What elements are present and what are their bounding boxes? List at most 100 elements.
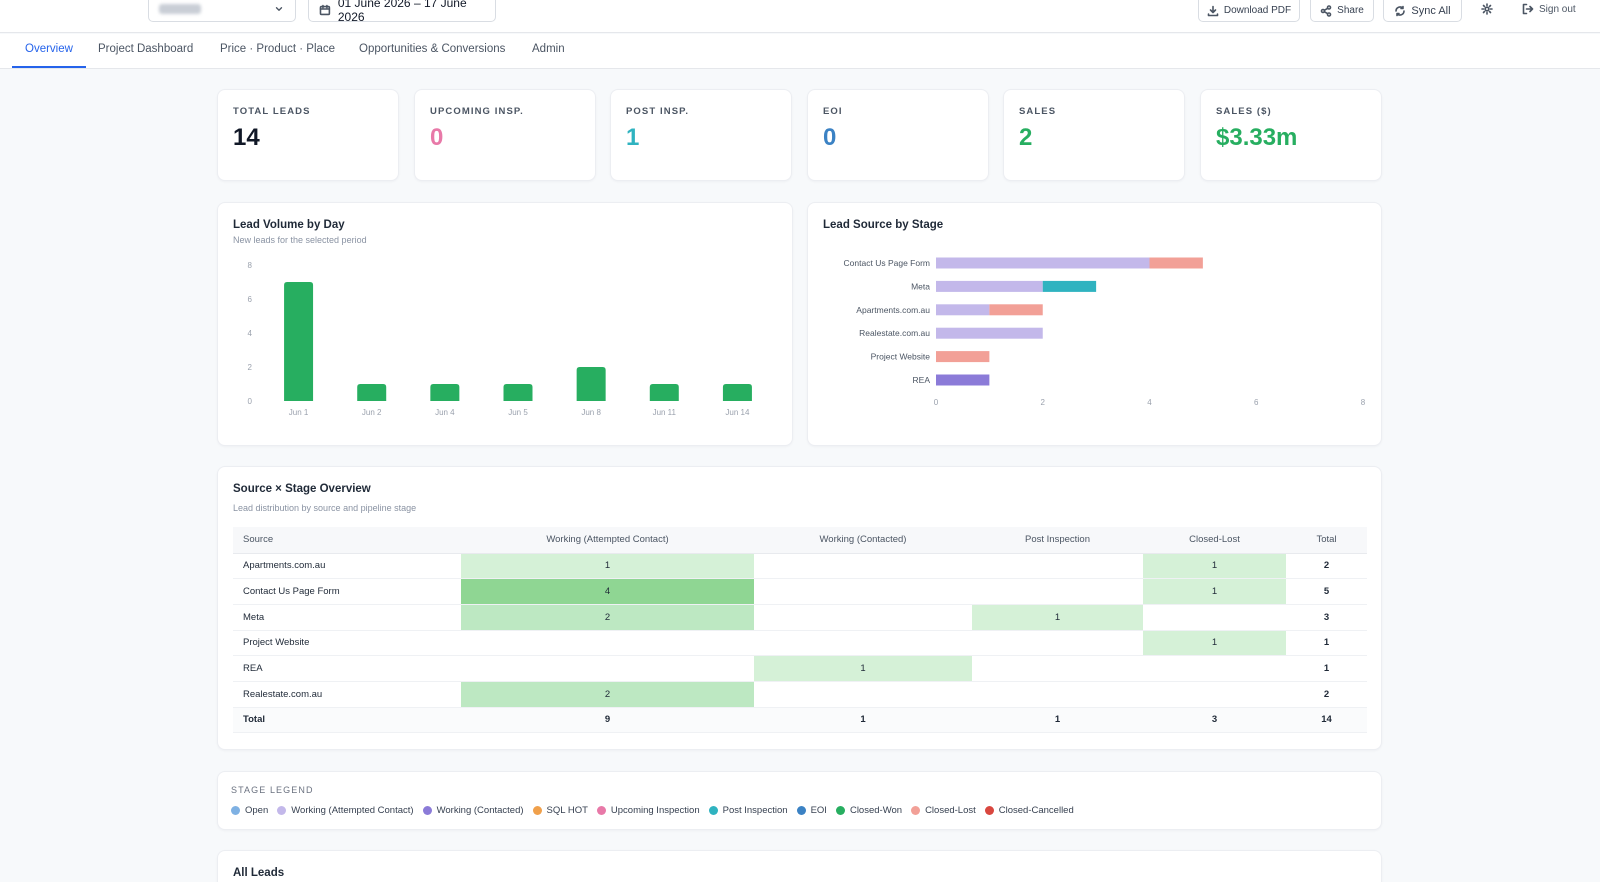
- legend-label: Working (Attempted Contact): [291, 805, 414, 816]
- tab-project-dashboard[interactable]: Project Dashboard: [98, 43, 194, 55]
- bar: [284, 282, 314, 401]
- count-cell: [754, 578, 972, 605]
- column-total-cell: 9: [461, 707, 754, 734]
- bar-segment: [936, 280, 1043, 292]
- count-cell: [972, 681, 1143, 708]
- bar-segment: [936, 257, 1150, 269]
- x-tick-label: 6: [1254, 398, 1259, 407]
- source-stage-subtitle: Lead distribution by source and pipeline…: [233, 503, 417, 513]
- bar-segment: [936, 304, 990, 316]
- kpi-value: 0: [823, 124, 837, 151]
- main-tabs: Overview Project Dashboard Price · Produ…: [0, 34, 1600, 69]
- x-tick-label: Jun 5: [508, 408, 528, 417]
- sign-out-button[interactable]: Sign out: [1522, 3, 1576, 15]
- download-pdf-button[interactable]: Download PDF: [1198, 0, 1300, 22]
- bar: [503, 384, 533, 401]
- legend-label: Working (Contacted): [436, 805, 524, 816]
- project-name-redacted: [159, 4, 201, 14]
- date-range-picker[interactable]: 01 June 2026 – 17 June 2026: [308, 0, 496, 24]
- legend-item: Upcoming Inspection: [596, 805, 700, 816]
- stage-legend-label: STAGE LEGEND: [231, 785, 314, 795]
- sign-out-icon: [1522, 3, 1534, 15]
- y-tick-label: 0: [248, 397, 253, 406]
- kpi-card-post-inspections: POST INSP. 1: [610, 89, 792, 181]
- count-cell: 1: [1143, 553, 1286, 580]
- legend-dot: [984, 806, 994, 815]
- kpi-value: $3.33m: [1216, 124, 1298, 151]
- column-header: Total: [1286, 527, 1367, 554]
- legend-label: Upcoming Inspection: [610, 805, 700, 816]
- column-header: Closed-Lost: [1143, 527, 1286, 554]
- legend-label: SQL HOT: [546, 805, 588, 816]
- bar-segment: [1042, 280, 1097, 292]
- source-cell: Contact Us Page Form: [233, 578, 461, 605]
- count-cell: [461, 655, 754, 682]
- calendar-icon: [319, 4, 331, 16]
- source-cell: Project Website: [233, 630, 461, 657]
- kpi-card-total-leads: TOTAL LEADS 14: [217, 89, 399, 181]
- sync-all-button[interactable]: Sync All: [1383, 0, 1462, 22]
- y-category-label: Project Website: [871, 352, 931, 362]
- x-tick-label: 4: [1147, 398, 1152, 407]
- lead-source-title: Lead Source by Stage: [823, 219, 944, 231]
- legend-label: EOI: [810, 805, 827, 816]
- share-label: Share: [1337, 5, 1364, 16]
- count-cell: [461, 630, 754, 657]
- legend-label: Closed-Cancelled: [998, 805, 1074, 816]
- share-button[interactable]: Share: [1310, 0, 1374, 22]
- table-row: Realestate.com.au 2 2: [233, 681, 1367, 708]
- count-cell: [754, 681, 972, 708]
- legend-dot: [796, 806, 806, 815]
- x-tick-label: Jun 14: [725, 408, 750, 417]
- bar: [722, 384, 752, 401]
- project-select[interactable]: [148, 0, 296, 22]
- tab-overview[interactable]: Overview: [25, 43, 73, 55]
- row-total-cell: 5: [1286, 578, 1367, 605]
- y-tick-label: 6: [248, 295, 253, 304]
- source-stage-table: Source Working (Attempted Contact) Worki…: [233, 527, 1367, 734]
- legend-item: Working (Attempted Contact): [277, 805, 414, 816]
- count-cell: 1: [754, 655, 972, 682]
- column-total-cell: 1: [972, 707, 1143, 734]
- legend-label: Closed-Lost: [925, 805, 976, 816]
- sync-all-label: Sync All: [1411, 4, 1451, 17]
- x-tick-label: Jun 8: [581, 408, 601, 417]
- kpi-label: EOI: [823, 106, 843, 117]
- tab-admin[interactable]: Admin: [532, 43, 565, 55]
- legend-dot: [596, 806, 606, 815]
- bar: [576, 367, 606, 401]
- legend-item: Closed-Lost: [911, 805, 976, 816]
- tab-price-product-place[interactable]: Price · Product · Place: [220, 43, 336, 55]
- column-header: Source: [233, 527, 461, 554]
- row-total-cell: 3: [1286, 604, 1367, 631]
- legend-label: Closed-Won: [849, 805, 903, 816]
- count-cell: [1143, 655, 1286, 682]
- count-cell: [754, 604, 972, 631]
- tab-opportunities-conversions[interactable]: Opportunities & Conversions: [359, 43, 506, 55]
- count-cell: 4: [461, 578, 754, 605]
- grand-total-cell: 14: [1286, 707, 1367, 734]
- column-header: Working (Contacted): [754, 527, 972, 554]
- x-tick-label: Jun 4: [435, 408, 455, 417]
- kpi-value: 0: [430, 124, 444, 151]
- legend-dot: [231, 806, 240, 815]
- kpi-card-upcoming-inspections: UPCOMING INSP. 0: [414, 89, 596, 181]
- kpi-value: 1: [626, 124, 640, 151]
- bar: [430, 384, 460, 401]
- y-tick-label: 4: [248, 329, 253, 338]
- column-header: Post Inspection: [972, 527, 1143, 554]
- lead-source-chart: Contact Us Page Form Meta Apartments.com.a…: [844, 257, 1366, 407]
- stage-legend-items: Open Working (Attempted Contact) Working (…: [231, 805, 1074, 816]
- count-cell: [972, 655, 1143, 682]
- count-cell: 1: [1143, 578, 1286, 605]
- source-stage-card: Source × Stage Overview Lead distributio…: [217, 466, 1382, 750]
- x-tick-label: 0: [934, 398, 939, 407]
- lead-volume-card: Lead Volume by Day New leads for the sel…: [217, 202, 793, 446]
- count-cell: [754, 553, 972, 580]
- kpi-card-sales: SALES 2: [1003, 89, 1185, 181]
- count-cell: 2: [461, 681, 754, 708]
- lead-volume-title: Lead Volume by Day: [233, 219, 345, 231]
- settings-button[interactable]: [1481, 3, 1493, 15]
- count-cell: 1: [1143, 630, 1286, 657]
- source-cell: Apartments.com.au: [233, 553, 461, 580]
